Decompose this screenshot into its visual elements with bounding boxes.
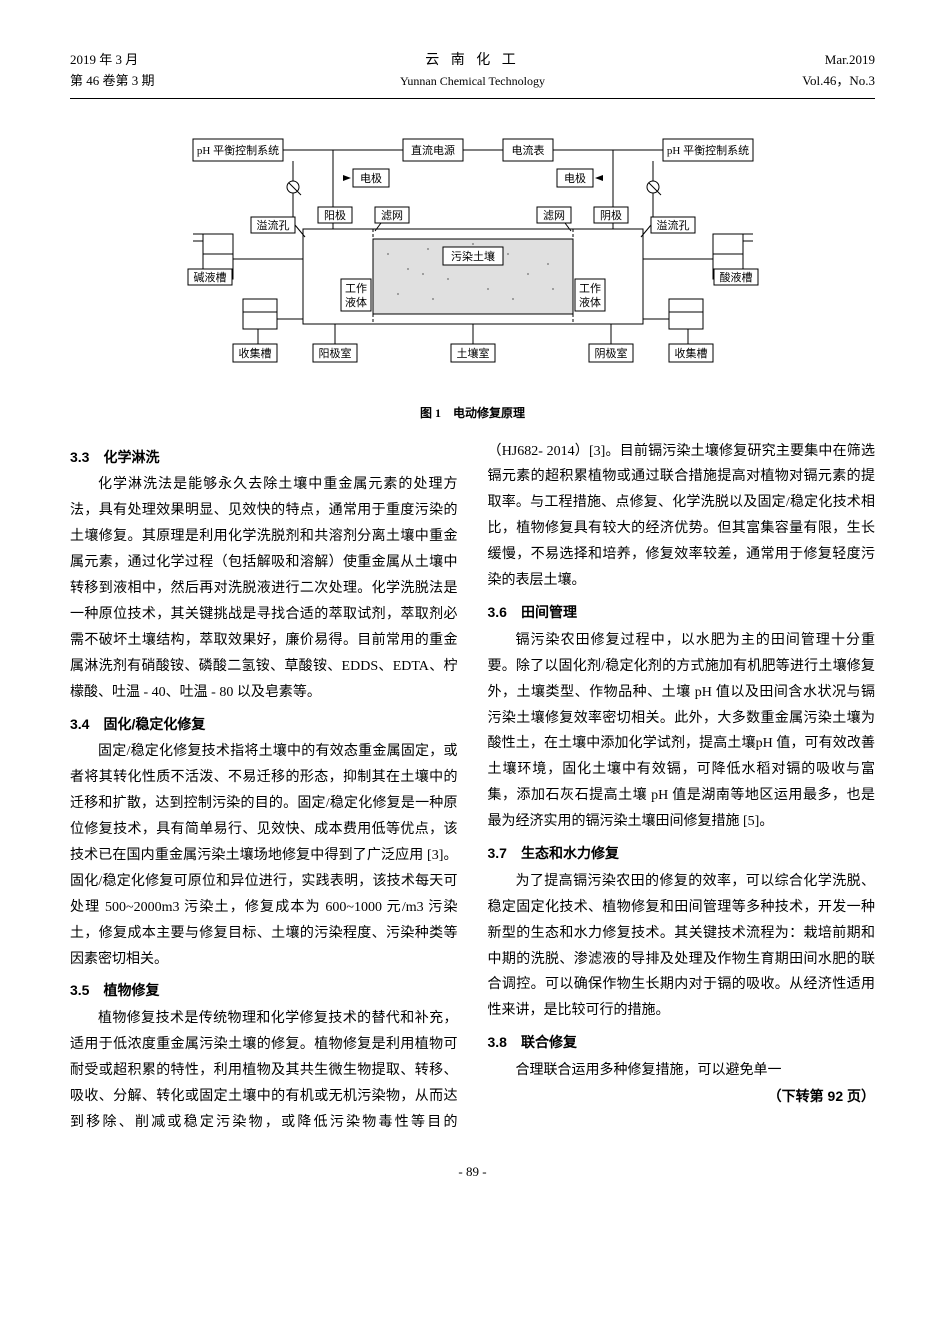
figure-1: pH 平衡控制系统 直流电源 电流表 pH 平衡控制系统 电极 电极 污染土壤 …: [70, 129, 875, 394]
diagram-label: 收集槽: [238, 346, 271, 360]
paragraph: 为了提高镉污染农田的修复的效率，可以综合化学洗脱、稳定固定化技术、植物修复和田间…: [488, 869, 876, 1024]
section-num: 3.7: [488, 845, 507, 861]
diagram-label: 滤网: [543, 209, 565, 222]
continue-note: （下转第 92 页）: [488, 1084, 876, 1110]
diagram-label: 阴极: [600, 208, 622, 222]
diagram-label: 滤网: [381, 209, 403, 222]
header-left: 2019 年 3 月 第 46 卷第 3 期: [70, 50, 230, 92]
diagram-label: 电极: [360, 171, 382, 185]
section-num: 3.4: [70, 716, 89, 732]
diagram-label: pH 平衡控制系统: [666, 143, 748, 157]
body-columns: 3.3 化学淋洗 化学淋洗法是能够永久去除土壤中重金属元素的处理方法，具有处理效…: [70, 439, 875, 1136]
diagram-label: 电极: [564, 171, 586, 185]
section-title: 联合修复: [521, 1034, 577, 1050]
diagram-label: 收集槽: [674, 346, 707, 360]
running-header: 2019 年 3 月 第 46 卷第 3 期 云 南 化 工 Yunnan Ch…: [70, 50, 875, 99]
figure-caption: 图 1 电动修复原理: [70, 404, 875, 421]
section-heading: 3.7 生态和水力修复: [488, 841, 876, 867]
paragraph: 化学淋洗法是能够永久去除土壤中重金属元素的处理方法，具有处理效果明显、见效快的特…: [70, 472, 458, 705]
section-title: 植物修复: [103, 982, 159, 998]
section-title: 化学淋洗: [103, 449, 159, 465]
diagram-label: 工作: [579, 282, 601, 295]
paragraph-text: 合理联合运用多种修复措施，可以避免单一: [516, 1063, 782, 1078]
diagram-label: 阳极: [324, 208, 346, 222]
diagram-label: 电流表: [511, 143, 544, 157]
section-title: 生态和水力修复: [521, 845, 619, 861]
section-num: 3.8: [488, 1034, 507, 1050]
section-num: 3.6: [488, 604, 507, 620]
section-num: 3.3: [70, 449, 89, 465]
paragraph: 合理联合运用多种修复措施，可以避免单一 （下转第 92 页）: [488, 1058, 876, 1110]
diagram-label: 酸液槽: [719, 270, 752, 284]
diagram-label: pH 平衡控制系统: [196, 143, 278, 157]
paragraph: 固定/稳定化修复技术指将土壤中的有效态重金属固定，或者将其转化性质不活泼、不易迁…: [70, 739, 458, 972]
paragraph: 镉污染农田修复过程中，以水肥为主的田间管理十分重要。除了以固化剂/稳定化剂的方式…: [488, 628, 876, 835]
section-heading: 3.4 固化/稳定化修复: [70, 712, 458, 738]
header-right: Mar.2019 Vol.46，No.3: [715, 50, 875, 92]
journal-name-en: Yunnan Chemical Technology: [230, 72, 715, 91]
header-center: 云 南 化 工 Yunnan Chemical Technology: [230, 50, 715, 92]
diagram-label: 工作: [345, 282, 367, 295]
header-issue-en: Vol.46，No.3: [715, 71, 875, 92]
diagram-label: 土壤室: [456, 346, 489, 360]
header-date-en: Mar.2019: [715, 50, 875, 71]
diagram-label: 污染土壤: [451, 249, 495, 263]
electro-remediation-diagram: pH 平衡控制系统 直流电源 电流表 pH 平衡控制系统 电极 电极 污染土壤 …: [173, 129, 773, 389]
diagram-label: 阳极室: [318, 346, 351, 360]
section-heading: 3.6 田间管理: [488, 600, 876, 626]
section-title: 田间管理: [521, 604, 577, 620]
diagram-label: 液体: [345, 295, 367, 309]
diagram-label: 液体: [579, 295, 601, 309]
section-heading: 3.8 联合修复: [488, 1030, 876, 1056]
section-num: 3.5: [70, 982, 89, 998]
header-issue-cn: 第 46 卷第 3 期: [70, 71, 230, 92]
header-date-cn: 2019 年 3 月: [70, 50, 230, 71]
page-number: - 89 -: [70, 1164, 875, 1180]
diagram-label: 直流电源: [411, 143, 455, 157]
section-heading: 3.3 化学淋洗: [70, 445, 458, 471]
journal-name-cn: 云 南 化 工: [230, 50, 715, 72]
diagram-label: 阴极室: [594, 346, 627, 360]
section-heading: 3.5 植物修复: [70, 978, 458, 1004]
section-title: 固化/稳定化修复: [103, 716, 205, 732]
diagram-label: 溢流孔: [656, 218, 689, 232]
diagram-label: 溢流孔: [256, 218, 289, 232]
diagram-label: 碱液槽: [193, 270, 226, 284]
